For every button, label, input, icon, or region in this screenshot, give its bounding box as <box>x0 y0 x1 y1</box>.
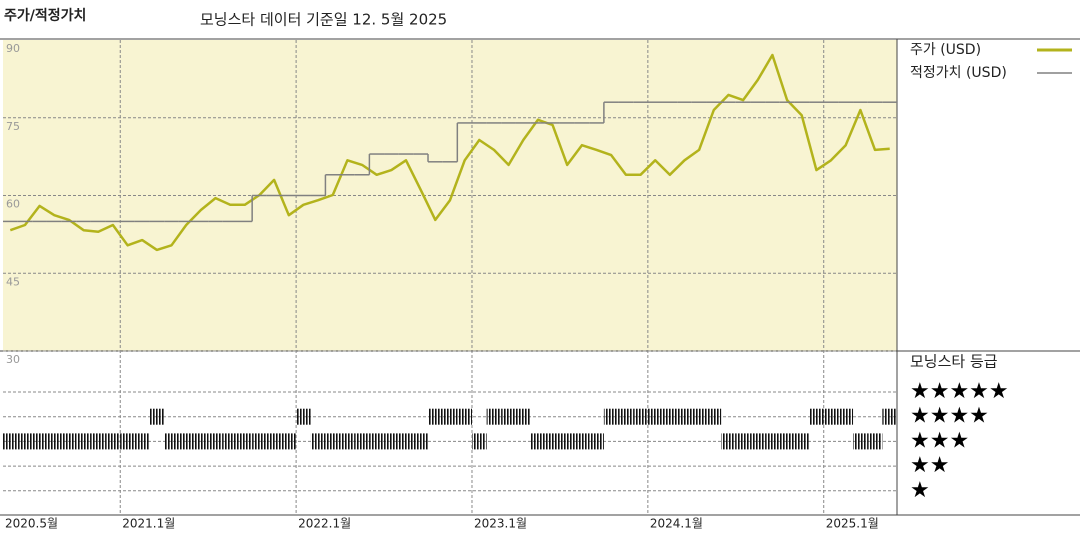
rating-bar <box>750 433 766 450</box>
rating-bar <box>501 408 516 425</box>
rating-bar <box>340 433 355 450</box>
rating-bar <box>61 433 77 450</box>
rating-bar <box>633 408 648 425</box>
rating-bar <box>823 408 839 425</box>
rating-bar <box>867 433 883 450</box>
rating-level-label: ★★★ <box>910 428 969 453</box>
rating-bar <box>559 433 575 450</box>
y-tick-label: 30 <box>6 353 20 366</box>
rating-bar <box>178 433 194 450</box>
rating-bar <box>3 433 18 450</box>
x-tick-label: 2023.1월 <box>474 517 527 531</box>
rating-bar <box>647 408 663 425</box>
rating-bar <box>76 433 91 450</box>
rating-bar <box>32 433 47 450</box>
rating-bar <box>618 408 634 425</box>
rating-bar <box>838 408 854 425</box>
x-tick-label: 2022.1월 <box>298 517 351 531</box>
rating-bar <box>208 433 223 450</box>
rating-bar <box>354 433 370 450</box>
rating-bar <box>486 408 502 425</box>
rating-bar <box>765 433 780 450</box>
rating-bar <box>428 408 443 425</box>
rating-bar <box>281 433 297 450</box>
rating-bar <box>691 408 707 425</box>
rating-bar <box>530 433 546 450</box>
legend-label: 주가 (USD) <box>910 42 981 58</box>
y-tick-label: 60 <box>6 198 20 211</box>
rating-bar <box>545 433 560 450</box>
rating-bar <box>471 433 487 450</box>
x-tick-label: 2020.5월 <box>5 517 58 531</box>
rating-bar <box>413 433 429 450</box>
y-tick-label: 45 <box>6 275 20 288</box>
rating-bar <box>706 408 722 425</box>
rating-bar <box>574 433 590 450</box>
legend-label: 적정가치 (USD) <box>910 65 1007 81</box>
x-tick-label: 2024.1월 <box>650 517 703 531</box>
rating-title: 모닝스타 등급 <box>910 353 998 371</box>
rating-bar <box>853 433 868 450</box>
rating-bar <box>105 433 121 450</box>
rating-bar <box>17 433 33 450</box>
rating-bar <box>515 408 531 425</box>
rating-bar <box>809 408 824 425</box>
rating-bar <box>442 408 458 425</box>
rating-bar <box>134 433 150 450</box>
rating-level-label: ★★★★★ <box>910 379 1009 404</box>
x-tick-label: 2021.1월 <box>122 517 175 531</box>
y-tick-label: 90 <box>6 42 20 55</box>
rating-bar <box>398 433 414 450</box>
chart-subtitle: 모닝스타 데이터 기준일 12. 5월 2025 <box>200 11 447 29</box>
rating-level-label: ★★ <box>910 453 949 478</box>
rating-bar <box>296 408 311 425</box>
rating-bar <box>603 408 619 425</box>
chart-title: 주가/적정가치 <box>4 7 86 24</box>
rating-bar <box>46 433 62 450</box>
rating-bar <box>222 433 238 450</box>
rating-bar <box>735 433 751 450</box>
rating-bar <box>779 433 795 450</box>
rating-bar <box>310 433 326 450</box>
rating-bar <box>90 433 106 450</box>
rating-bar <box>193 433 209 450</box>
y-tick-label: 75 <box>6 120 20 133</box>
rating-bar <box>237 433 253 450</box>
rating-bar <box>589 433 604 450</box>
rating-bar <box>457 408 472 425</box>
price-line <box>9 53 890 252</box>
rating-bar <box>164 433 179 450</box>
rating-bar <box>252 433 267 450</box>
rating-bar <box>794 433 810 450</box>
rating-bar <box>662 408 678 425</box>
rating-bar <box>677 408 692 425</box>
rating-bar <box>369 433 385 450</box>
rating-bar <box>149 408 165 425</box>
rating-bar <box>325 433 341 450</box>
rating-level-label: ★★★★ <box>910 404 989 429</box>
rating-bar <box>721 433 736 450</box>
rating-bar <box>384 433 399 450</box>
rating-level-label: ★ <box>910 478 930 503</box>
rating-bar <box>882 408 897 425</box>
rating-bar <box>120 433 135 450</box>
rating-bar <box>266 433 282 450</box>
x-tick-label: 2025.1월 <box>826 517 879 531</box>
